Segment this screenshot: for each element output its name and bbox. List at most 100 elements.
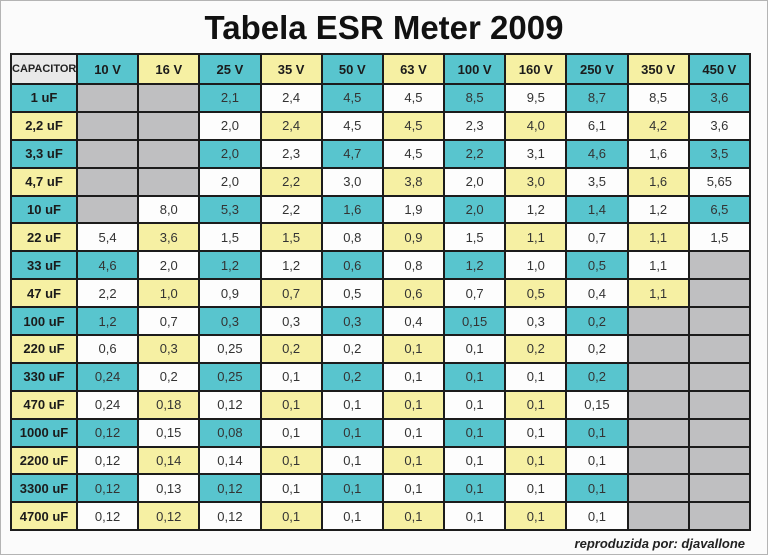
capacitor-label: 3,3 uF	[10, 138, 78, 169]
table-row: 10 uF 8,0 5,3 2,2 1,6 1,9 2,0 1,2 1,4 1,2 6,5	[10, 194, 752, 225]
empty-cell	[687, 473, 752, 504]
esr-value-cell: 3,8	[381, 166, 446, 197]
esr-value-cell: 0,1	[443, 473, 507, 504]
esr-value-cell: 0,7	[565, 222, 629, 253]
empty-cell	[626, 306, 690, 337]
esr-value-cell: 0,1	[381, 334, 446, 364]
esr-value-cell: 0,9	[198, 278, 262, 309]
esr-value-cell: 0,3	[504, 306, 568, 337]
esr-value-cell: 0,1	[381, 473, 446, 504]
esr-value-cell: 0,1	[320, 417, 384, 448]
esr-value-cell: 0,15	[137, 417, 201, 448]
esr-value-cell: 0,1	[565, 473, 629, 504]
esr-value-cell: 8,0	[137, 194, 201, 225]
esr-value-cell: 2,4	[259, 110, 323, 141]
empty-cell	[687, 278, 752, 309]
voltage-header-350v: 350 V	[626, 53, 690, 85]
esr-value-cell: 4,0	[504, 110, 568, 141]
esr-value-cell: 6,1	[565, 110, 629, 141]
capacitor-label: 3300 uF	[10, 473, 78, 504]
esr-value-cell: 2,2	[259, 166, 323, 197]
esr-value-cell: 0,2	[504, 334, 568, 364]
esr-value-cell: 2,2	[443, 138, 507, 169]
esr-value-cell: 3,0	[320, 166, 384, 197]
empty-cell	[75, 138, 140, 169]
esr-value-cell: 4,7	[320, 138, 384, 169]
table-row: 2,2 uF 2,0 2,4 4,5 4,5 2,3 4,0 6,1 4,2 3,6	[10, 110, 752, 141]
esr-value-cell: 0,14	[137, 445, 201, 476]
voltage-header-10v: 10 V	[75, 53, 140, 85]
esr-value-cell: 0,3	[259, 306, 323, 337]
esr-value-cell: 0,7	[259, 278, 323, 309]
esr-value-cell: 0,1	[443, 417, 507, 448]
esr-value-cell: 2,2	[75, 278, 140, 309]
esr-value-cell: 1,6	[626, 166, 690, 197]
esr-value-cell: 0,6	[381, 278, 446, 309]
esr-value-cell: 0,25	[198, 361, 262, 392]
esr-value-cell: 1,1	[626, 250, 690, 281]
esr-value-cell: 1,2	[504, 194, 568, 225]
esr-value-cell: 0,3	[320, 306, 384, 337]
esr-value-cell: 0,12	[198, 389, 262, 420]
esr-value-cell: 0,1	[504, 501, 568, 532]
voltage-header-35v: 35 V	[259, 53, 323, 85]
esr-value-cell: 4,6	[565, 138, 629, 169]
esr-value-cell: 0,2	[565, 334, 629, 364]
table-row: 220 uF 0,6 0,3 0,25 0,2 0,2 0,1 0,1 0,2 0,2	[10, 334, 752, 364]
esr-value-cell: 1,4	[565, 194, 629, 225]
esr-value-cell: 0,3	[137, 334, 201, 364]
esr-value-cell: 0,2	[320, 334, 384, 364]
esr-value-cell: 3,5	[687, 138, 752, 169]
esr-value-cell: 0,1	[381, 501, 446, 532]
esr-value-cell: 0,1	[320, 445, 384, 476]
esr-value-cell: 0,1	[381, 361, 446, 392]
esr-value-cell: 0,1	[504, 473, 568, 504]
empty-cell	[687, 334, 752, 364]
capacitor-label: 100 uF	[10, 306, 78, 337]
esr-value-cell: 1,6	[626, 138, 690, 169]
esr-value-cell: 4,5	[320, 83, 384, 113]
esr-value-cell: 1,5	[443, 222, 507, 253]
capacitor-label: 4700 uF	[10, 501, 78, 532]
capacitor-column-header: CAPACITOR	[10, 53, 78, 85]
esr-value-cell: 0,2	[320, 361, 384, 392]
esr-value-cell: 0,18	[137, 389, 201, 420]
esr-value-cell: 0,1	[504, 445, 568, 476]
table-row: 3300 uF 0,12 0,13 0,12 0,1 0,1 0,1 0,1 0,1 0,1	[10, 473, 752, 504]
empty-cell	[687, 389, 752, 420]
empty-cell	[687, 417, 752, 448]
capacitor-label: 220 uF	[10, 334, 78, 364]
voltage-header-250v: 250 V	[565, 53, 629, 85]
esr-value-cell: 0,6	[75, 334, 140, 364]
voltage-header-16v: 16 V	[137, 53, 201, 85]
esr-value-cell: 0,1	[565, 501, 629, 532]
capacitor-label: 4,7 uF	[10, 166, 78, 197]
capacitor-label: 47 uF	[10, 278, 78, 309]
esr-value-cell: 1,1	[626, 278, 690, 309]
esr-value-cell: 4,5	[381, 110, 446, 141]
esr-value-cell: 0,1	[504, 389, 568, 420]
voltage-header-450v: 450 V	[687, 53, 752, 85]
esr-value-cell: 1,2	[75, 306, 140, 337]
empty-cell	[137, 166, 201, 197]
esr-value-cell: 2,0	[443, 166, 507, 197]
esr-value-cell: 0,2	[137, 361, 201, 392]
esr-value-cell: 0,1	[259, 417, 323, 448]
esr-value-cell: 1,0	[137, 278, 201, 309]
esr-value-cell: 3,5	[565, 166, 629, 197]
esr-value-cell: 1,2	[259, 250, 323, 281]
esr-value-cell: 5,3	[198, 194, 262, 225]
esr-value-cell: 0,1	[259, 501, 323, 532]
empty-cell	[626, 417, 690, 448]
esr-value-cell: 0,15	[565, 389, 629, 420]
empty-cell	[687, 501, 752, 532]
esr-value-cell: 6,5	[687, 194, 752, 225]
capacitor-label: 2200 uF	[10, 445, 78, 476]
esr-value-cell: 5,4	[75, 222, 140, 253]
esr-value-cell: 1,1	[626, 222, 690, 253]
esr-value-cell: 0,1	[443, 334, 507, 364]
esr-value-cell: 0,24	[75, 389, 140, 420]
esr-value-cell: 4,5	[381, 138, 446, 169]
esr-value-cell: 0,2	[565, 306, 629, 337]
